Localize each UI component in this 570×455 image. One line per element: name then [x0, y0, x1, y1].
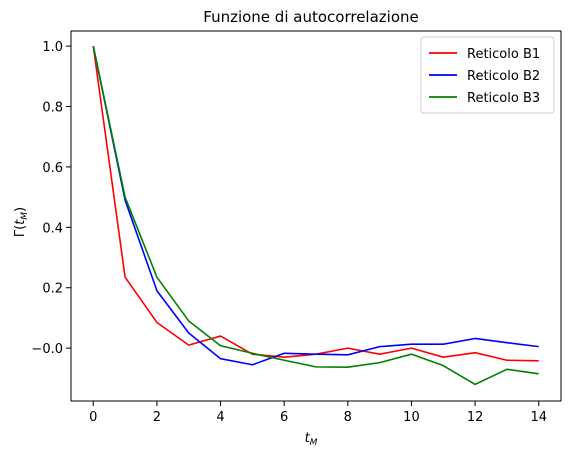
plot-area — [70, 30, 562, 402]
x-axis-label: tM — [305, 431, 318, 448]
legend-label: Reticolo B2 — [467, 69, 540, 84]
legend: Reticolo B1 Reticolo B2 Reticolo B3 — [420, 36, 555, 114]
series-layer — [92, 45, 539, 386]
chart-title: Funzione di autocorrelazione — [203, 8, 418, 26]
y-tick-label: 1.0 — [42, 40, 63, 55]
y-tick-label: 0.2 — [42, 282, 63, 297]
x-tick-label: 2 — [153, 410, 161, 425]
y-axis: −0.0 0.2 0.4 0.6 0.8 1.0 — [31, 40, 71, 357]
y-axis-label: Γ(tM) — [13, 207, 30, 237]
legend-label: Reticolo B1 — [467, 47, 540, 62]
plot-frame — [70, 30, 562, 402]
y-tick-label: 0.6 — [42, 161, 63, 176]
x-tick-label: 10 — [403, 410, 420, 425]
x-tick-label: 12 — [467, 410, 484, 425]
x-tick-label: 4 — [216, 410, 224, 425]
x-tick-label: 8 — [344, 410, 352, 425]
x-axis: 0 2 4 6 8 10 12 14 — [89, 401, 547, 425]
series-line-reticolo-b3 — [92, 45, 539, 386]
legend-box — [420, 36, 555, 114]
x-tick-label: 6 — [280, 410, 288, 425]
series-line-reticolo-b2 — [92, 45, 539, 366]
legend-label: Reticolo B3 — [467, 91, 540, 106]
y-tick-label: −0.0 — [31, 342, 63, 357]
y-tick-label: 0.4 — [42, 221, 63, 236]
y-tick-label: 0.8 — [42, 101, 63, 116]
x-tick-label: 14 — [530, 410, 547, 425]
x-tick-label: 0 — [89, 410, 97, 425]
